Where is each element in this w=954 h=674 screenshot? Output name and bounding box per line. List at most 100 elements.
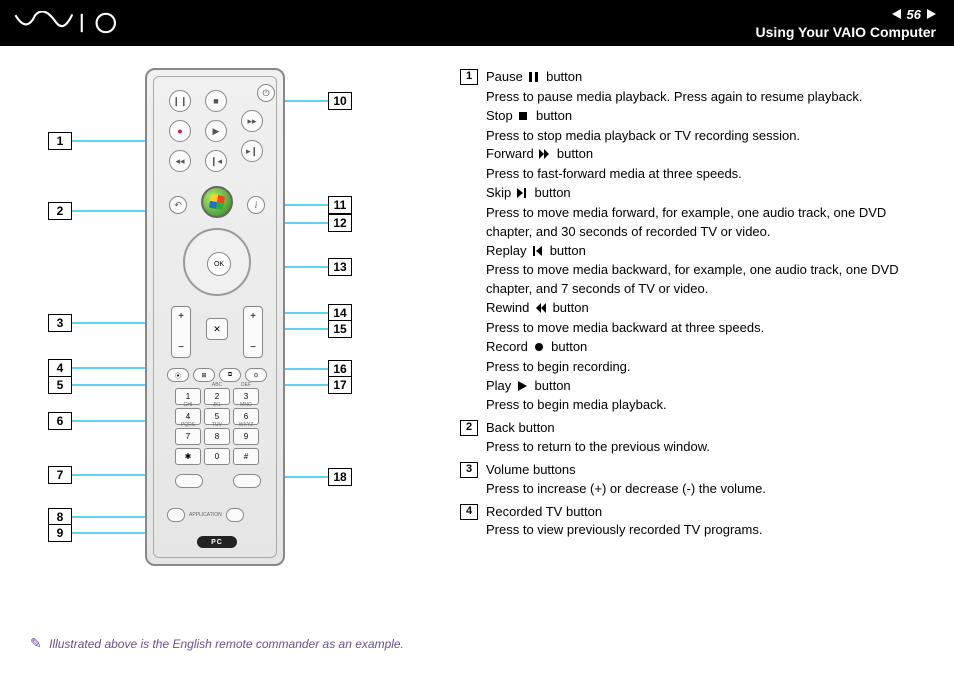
dpad[interactable]: OK (183, 228, 251, 296)
callout-13: 13 (328, 258, 352, 276)
desc-text: Press to view previously recorded TV pro… (486, 521, 924, 540)
info-button[interactable]: i (247, 196, 265, 214)
desc-item-3: 3 Volume buttonsPress to increase (+) or … (460, 461, 924, 499)
pause-button[interactable]: ❙❙ (169, 90, 191, 112)
rec-tv-button[interactable]: ⦿ (167, 368, 189, 382)
desc-text: Press to return to the previous window. (486, 438, 924, 457)
callout-5: 5 (48, 376, 72, 394)
live-tv-button[interactable]: ⧉ (219, 368, 241, 382)
num-key-#[interactable]: # (233, 448, 259, 465)
play-icon (517, 378, 529, 397)
desc-body: Recorded TV buttonPress to view previous… (486, 503, 924, 541)
num-key-9[interactable]: WXYZ9 (233, 428, 259, 445)
desc-title: Stop button (486, 107, 924, 127)
ffwd-icon (539, 146, 551, 165)
note-text: Illustrated above is the English remote … (49, 637, 404, 651)
record-button[interactable]: ● (169, 120, 191, 142)
footnote: ✎ Illustrated above is the English remot… (30, 635, 404, 652)
callout-11: 11 (328, 196, 352, 214)
callout-15: 15 (328, 320, 352, 338)
number-pad: 1ABC2DEF3GHI4JKL5MNO6PQRS7TUV8WXYZ9✱0# (175, 388, 259, 465)
desc-body: Volume buttonsPress to increase (+) or d… (486, 461, 924, 499)
desc-title: Rewind button (486, 299, 924, 319)
num-key-8[interactable]: TUV8 (204, 428, 230, 445)
callout-18: 18 (328, 468, 352, 486)
volume-rocker[interactable]: +− (171, 306, 191, 358)
header-bar: 56 Using Your VAIO Computer (0, 0, 954, 46)
content: ⏻ ❙❙ ■ ▸▸ ● ▶ ▸❙ ◂◂ ❙◂ ↶ i OK +− ✕ +− (0, 46, 954, 618)
nav-prev-icon[interactable] (892, 9, 901, 19)
desc-title: Skip button (486, 184, 924, 204)
callout-1: 1 (48, 132, 72, 150)
callout-9: 9 (48, 524, 72, 542)
app-row: APPLICATION (167, 508, 244, 522)
desc-text: Press to increase (+) or decrease (-) th… (486, 480, 924, 499)
desc-text: Press to move media backward, for exampl… (486, 261, 924, 299)
remote-diagram: ⏻ ❙❙ ■ ▸▸ ● ▶ ▸❙ ◂◂ ❙◂ ↶ i OK +− ✕ +− (30, 68, 430, 608)
clear-button[interactable] (175, 474, 203, 488)
num-key-✱[interactable]: ✱ (175, 448, 201, 465)
desc-num: 4 (460, 504, 478, 520)
callout-7: 7 (48, 466, 72, 484)
num-key-0[interactable]: 0 (204, 448, 230, 465)
guide-button[interactable]: ⊞ (193, 368, 215, 382)
stop-button[interactable]: ■ (205, 90, 227, 112)
rec-icon (534, 339, 546, 358)
header-right: 56 Using Your VAIO Computer (756, 7, 936, 40)
nav-next-icon[interactable] (927, 9, 936, 19)
pc-label: PC (197, 536, 237, 548)
replay-icon (532, 243, 544, 262)
ok-button[interactable]: OK (207, 252, 231, 276)
desc-body: Pause buttonPress to pause media playbac… (486, 68, 924, 415)
channel-rocker[interactable]: +− (243, 306, 263, 358)
desc-text: Press to move media forward, for example… (486, 204, 924, 242)
vaio-logo (14, 11, 127, 35)
skip-button[interactable]: ▸❙ (241, 140, 263, 162)
callout-4: 4 (48, 359, 72, 377)
clear-enter-row (175, 474, 261, 488)
desc-title: Volume buttons (486, 461, 924, 480)
replay-button[interactable]: ❙◂ (205, 150, 227, 172)
desc-text: Press to move media backward at three sp… (486, 319, 924, 338)
dvd-menu-button[interactable]: ⊙ (245, 368, 267, 382)
desc-title: Recorded TV button (486, 503, 924, 522)
desc-text: Press to stop media playback or TV recor… (486, 127, 924, 146)
note-icon: ✎ (30, 635, 42, 651)
callout-3: 3 (48, 314, 72, 332)
callout-2: 2 (48, 202, 72, 220)
callout-10: 10 (328, 92, 352, 110)
desc-title: Pause button (486, 68, 924, 88)
num-key-7[interactable]: PQRS7 (175, 428, 201, 445)
back-button[interactable]: ↶ (169, 196, 187, 214)
callout-6: 6 (48, 412, 72, 430)
ffwd-button[interactable]: ▸▸ (241, 110, 263, 132)
select-button[interactable] (167, 508, 185, 522)
standby-button[interactable]: ⏻ (257, 84, 275, 102)
desc-item-1: 1 Pause buttonPress to pause media playba… (460, 68, 924, 415)
page-nav: 56 (756, 7, 936, 22)
desc-title: Back button (486, 419, 924, 438)
close-button[interactable] (226, 508, 244, 522)
desc-num: 3 (460, 462, 478, 478)
desc-num: 1 (460, 69, 478, 85)
desc-num: 2 (460, 420, 478, 436)
desc-text: Press to begin media playback. (486, 396, 924, 415)
mute-button[interactable]: ✕ (206, 318, 228, 340)
callout-12: 12 (328, 214, 352, 232)
stop-icon (518, 108, 530, 127)
desc-title: Replay button (486, 242, 924, 262)
desc-body: Back buttonPress to return to the previo… (486, 419, 924, 457)
desc-item-2: 2 Back buttonPress to return to the previ… (460, 419, 924, 457)
desc-text: Press to pause media playback. Press aga… (486, 88, 924, 107)
play-button[interactable]: ▶ (205, 120, 227, 142)
remote-body: ⏻ ❙❙ ■ ▸▸ ● ▶ ▸❙ ◂◂ ❙◂ ↶ i OK +− ✕ +− (145, 68, 285, 566)
start-button[interactable] (201, 186, 233, 218)
shortcut-row: ⦿ ⊞ ⧉ ⊙ (167, 368, 267, 382)
pause-icon (528, 69, 540, 88)
description-column: 1 Pause buttonPress to pause media playba… (460, 68, 924, 608)
rewind-button[interactable]: ◂◂ (169, 150, 191, 172)
desc-text: Press to fast-forward media at three spe… (486, 165, 924, 184)
enter-button[interactable] (233, 474, 261, 488)
desc-title: Record button (486, 338, 924, 358)
desc-title: Play button (486, 377, 924, 397)
